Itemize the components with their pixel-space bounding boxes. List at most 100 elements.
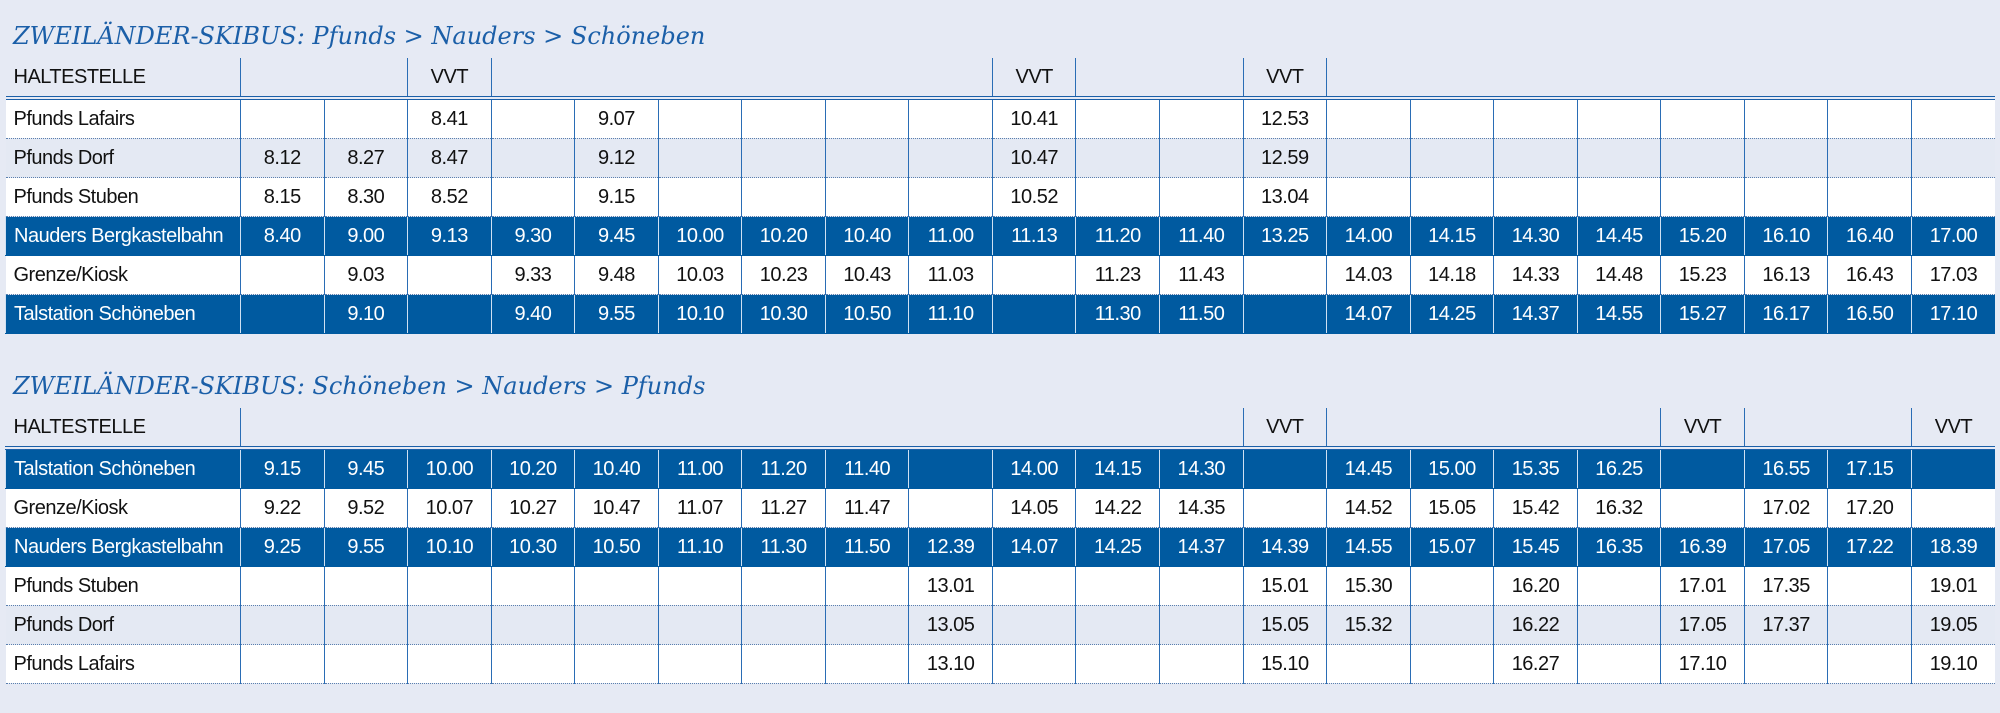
stop-row: Nauders Bergkastelbahn 9.25 9.55 10.10 10.30… <box>5 527 1995 567</box>
timetable: ZWEILÄNDER-SKIBUS: Schöneben > Nauders >… <box>5 364 1995 684</box>
stop-name: Nauders Bergkastelbahn <box>5 527 241 567</box>
time-cell: 9.48 <box>574 255 659 295</box>
time-cell <box>323 566 408 606</box>
time-cell: 8.15 <box>240 177 325 217</box>
time-cell <box>824 98 909 139</box>
time-cell: 17.20 <box>1827 488 1912 528</box>
time-cell <box>1159 566 1244 606</box>
stop-row: Pfunds Stuben 8.15 8.30 8.52 9.15 10.52 13.04 <box>5 177 1995 217</box>
time-cell <box>1576 644 1661 684</box>
time-cell: 15.35 <box>1493 448 1578 489</box>
time-cell: 13.04 <box>1242 177 1327 217</box>
time-cell: 14.37 <box>1159 527 1244 567</box>
stop-name: Talstation Schöneben <box>5 448 241 489</box>
time-cell <box>1326 138 1411 178</box>
time-cell: 17.10 <box>1910 294 1995 334</box>
header-blank <box>1326 58 1995 100</box>
time-cell <box>1242 294 1327 334</box>
time-cell: 14.00 <box>991 448 1076 489</box>
time-cell: 11.10 <box>908 294 993 334</box>
time-cell: 14.00 <box>1326 216 1411 256</box>
time-cell: 10.47 <box>574 488 659 528</box>
time-cell <box>1660 98 1745 139</box>
time-cell: 11.30 <box>741 527 826 567</box>
header-cell: VVT <box>407 58 492 100</box>
time-cell <box>240 294 325 334</box>
time-cell <box>240 644 325 684</box>
time-cell: 17.10 <box>1660 644 1745 684</box>
time-cell: 9.03 <box>323 255 408 295</box>
time-cell: 11.03 <box>908 255 993 295</box>
time-cell: 17.37 <box>1743 605 1828 645</box>
time-cell: 14.55 <box>1326 527 1411 567</box>
stop-name: Pfunds Lafairs <box>5 644 241 684</box>
header-cell: VVT <box>1242 58 1327 100</box>
time-cell: 14.33 <box>1493 255 1578 295</box>
time-cell: 13.05 <box>908 605 993 645</box>
time-cell <box>1743 98 1828 139</box>
time-cell: 9.12 <box>574 138 659 178</box>
time-cell: 9.15 <box>240 448 325 489</box>
time-cell <box>1075 98 1160 139</box>
time-cell: 11.13 <box>991 216 1076 256</box>
stop-name: Pfunds Lafairs <box>5 98 241 139</box>
time-cell <box>1409 177 1494 217</box>
time-cell <box>1326 177 1411 217</box>
stop-name: Talstation Schöneben <box>5 294 241 334</box>
time-cell <box>741 98 826 139</box>
time-cell: 15.30 <box>1326 566 1411 606</box>
time-cell <box>741 605 826 645</box>
time-cell <box>824 566 909 606</box>
time-cell <box>908 177 993 217</box>
time-cell <box>1242 448 1327 489</box>
schedule-table: HALTESTELLE VVT VVT VVT Pfunds Lafairs 8.41 9.… <box>5 58 1995 334</box>
time-cell: 16.50 <box>1827 294 1912 334</box>
time-cell: 13.25 <box>1242 216 1327 256</box>
header-blank <box>1743 408 1912 450</box>
time-cell <box>240 255 325 295</box>
time-cell: 17.05 <box>1660 605 1745 645</box>
time-cell: 10.40 <box>574 448 659 489</box>
time-cell: 8.52 <box>407 177 492 217</box>
time-cell <box>1075 605 1160 645</box>
time-cell: 14.05 <box>991 488 1076 528</box>
stop-row: Grenze/Kiosk 9.03 9.33 9.48 10.03 10.23 10.43 1… <box>5 255 1995 295</box>
time-cell: 17.00 <box>1910 216 1995 256</box>
time-cell: 12.39 <box>908 527 993 567</box>
header-row: HALTESTELLE VVT VVT VVT <box>5 58 1995 100</box>
time-cell: 11.50 <box>1159 294 1244 334</box>
time-cell <box>657 177 742 217</box>
time-cell: 10.41 <box>991 98 1076 139</box>
time-cell <box>1827 605 1912 645</box>
time-cell: 10.07 <box>407 488 492 528</box>
time-cell <box>1660 177 1745 217</box>
stop-row: Talstation Schöneben 9.10 9.40 9.55 10.10 10.… <box>5 294 1995 334</box>
time-cell <box>991 255 1076 295</box>
time-cell: 10.47 <box>991 138 1076 178</box>
time-cell: 11.10 <box>657 527 742 567</box>
time-cell <box>490 644 575 684</box>
time-cell <box>1827 138 1912 178</box>
time-cell: 9.55 <box>574 294 659 334</box>
time-cell <box>1075 566 1160 606</box>
time-cell <box>1075 177 1160 217</box>
time-cell <box>323 644 408 684</box>
time-cell <box>1827 98 1912 139</box>
time-cell: 16.43 <box>1827 255 1912 295</box>
time-cell: 10.30 <box>490 527 575 567</box>
time-cell: 17.35 <box>1743 566 1828 606</box>
stop-name: Grenze/Kiosk <box>5 255 241 295</box>
time-cell <box>741 644 826 684</box>
time-cell: 9.30 <box>490 216 575 256</box>
time-cell: 9.45 <box>323 448 408 489</box>
time-cell <box>657 138 742 178</box>
time-cell <box>908 138 993 178</box>
time-cell <box>1493 138 1578 178</box>
time-cell: 13.10 <box>908 644 993 684</box>
header-blank <box>239 58 408 100</box>
stop-row: Pfunds Lafairs 13.10 15.10 16.27 17.10 19.10 <box>5 644 1995 684</box>
time-cell: 10.23 <box>741 255 826 295</box>
time-cell: 10.43 <box>824 255 909 295</box>
schedule-table: HALTESTELLE VVT VVT VVT Talstation Schöneben… <box>5 408 1995 684</box>
time-cell <box>991 644 1076 684</box>
